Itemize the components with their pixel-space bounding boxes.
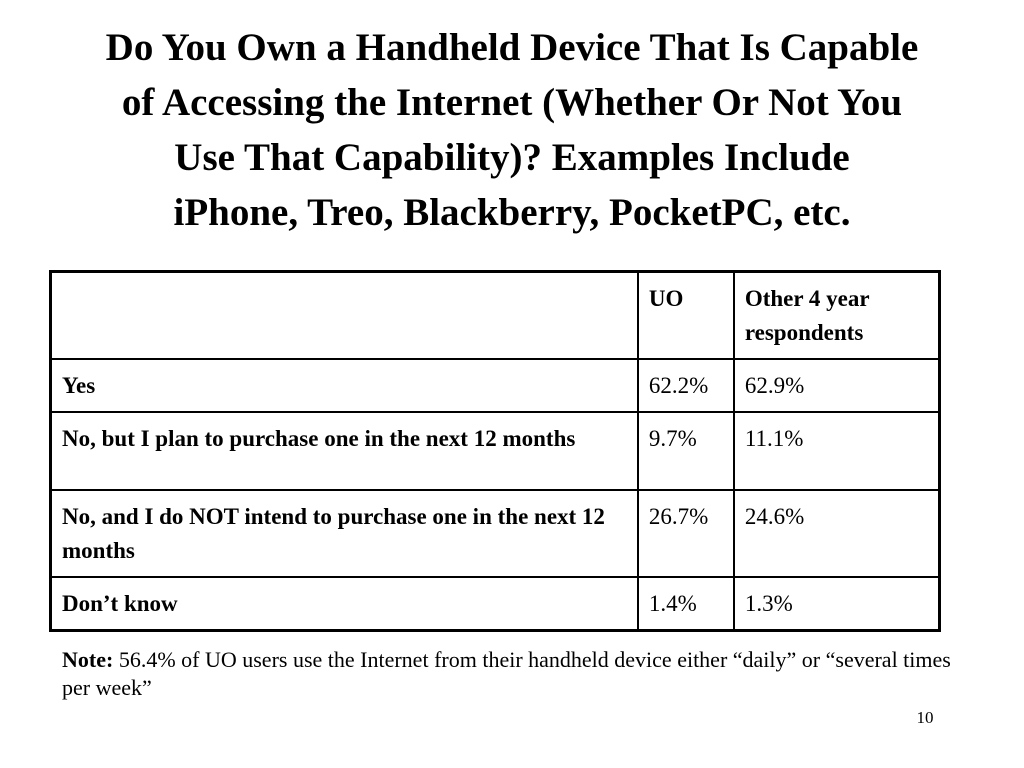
row-other-value: 11.1% [732, 411, 941, 491]
note-label: Note: [62, 647, 114, 672]
note-text: 56.4% of UO users use the Internet from … [62, 647, 951, 700]
title-line-3: Use That Capability)? Examples Include [174, 136, 850, 179]
row-label: Yes [49, 358, 639, 413]
row-other-value: 24.6% [732, 489, 941, 578]
header-other-respondents: Other 4 year respondents [732, 270, 941, 360]
table-row: Yes 62.2% 62.9% [49, 358, 941, 413]
title-line-1: Do You Own a Handheld Device That Is Cap… [105, 26, 919, 69]
table-row: No, but I plan to purchase one in the ne… [49, 411, 941, 491]
row-uo-value: 26.7% [636, 489, 735, 578]
row-other-value: 1.3% [732, 576, 941, 632]
results-table: UO Other 4 year respondents Yes 62.2% 62… [49, 270, 941, 632]
title-line-2: of Accessing the Internet (Whether Or No… [121, 81, 903, 124]
row-label: No, but I plan to purchase one in the ne… [49, 411, 639, 491]
row-uo-value: 62.2% [636, 358, 735, 413]
row-label: Don’t know [49, 576, 639, 632]
slide-title: Do You Own a Handheld Device That Is Cap… [20, 20, 1004, 240]
page-number: 10 [916, 708, 934, 727]
table-row: Don’t know 1.4% 1.3% [49, 576, 941, 632]
header-empty-cell [49, 270, 639, 360]
table-row: No, and I do NOT intend to purchase one … [49, 489, 941, 578]
header-uo: UO [636, 270, 735, 360]
row-label: No, and I do NOT intend to purchase one … [49, 489, 639, 578]
table-header-row: UO Other 4 year respondents [49, 270, 941, 360]
row-other-value: 62.9% [732, 358, 941, 413]
row-uo-value: 1.4% [636, 576, 735, 632]
results-table-container: UO Other 4 year respondents Yes 62.2% 62… [49, 270, 941, 632]
row-uo-value: 9.7% [636, 411, 735, 491]
footnote: Note: 56.4% of UO users use the Internet… [62, 646, 962, 702]
title-line-4: iPhone, Treo, Blackberry, PocketPC, etc. [173, 191, 851, 234]
